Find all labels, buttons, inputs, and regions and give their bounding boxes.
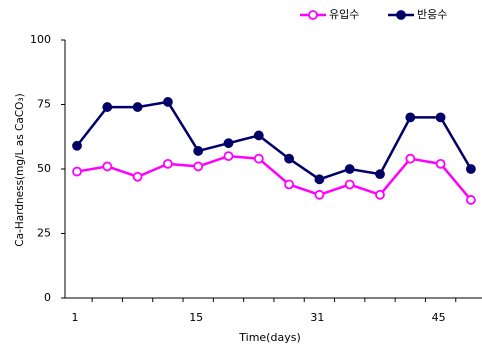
point — [344, 179, 355, 190]
y-axis-label: Ca-Hardness(mg/L as CaCO₃) — [14, 93, 26, 246]
series-line — [76, 154, 472, 201]
point — [193, 146, 204, 156]
point — [375, 169, 385, 180]
point — [435, 158, 446, 169]
y-tick-label: 75 — [37, 98, 51, 111]
point — [375, 189, 385, 200]
point — [132, 102, 143, 112]
point — [314, 189, 325, 200]
point — [132, 171, 143, 182]
point — [102, 161, 113, 172]
x-tick-label: 1 — [72, 311, 79, 324]
y-tick-label: 50 — [37, 162, 51, 175]
point — [465, 164, 476, 174]
point — [223, 138, 234, 149]
x-tick-label: 15 — [189, 311, 203, 324]
point — [72, 166, 82, 177]
y-tick-label: 25 — [37, 227, 51, 240]
point — [102, 102, 113, 112]
point — [435, 112, 446, 123]
legend-label: 반응수 — [417, 8, 447, 21]
series-line — [76, 100, 472, 181]
point — [193, 161, 204, 172]
point — [162, 158, 173, 169]
point — [72, 140, 82, 151]
y-tick-label: 100 — [30, 33, 51, 46]
point — [405, 112, 416, 123]
point — [465, 195, 476, 205]
legend-marker — [308, 10, 318, 20]
x-tick-label: 45 — [432, 311, 446, 324]
x-tick-label: 31 — [310, 311, 324, 324]
y-tick-label: 0 — [44, 291, 51, 304]
point — [405, 153, 416, 164]
point — [284, 153, 295, 164]
point — [284, 179, 295, 190]
point — [162, 97, 173, 107]
legend-marker — [396, 10, 406, 20]
x-axis-label: Time(days) — [238, 331, 300, 344]
point — [253, 153, 264, 164]
point — [253, 130, 264, 141]
point — [344, 164, 355, 174]
legend-label: 유입수 — [329, 8, 359, 21]
point — [314, 174, 325, 185]
point — [223, 151, 234, 162]
